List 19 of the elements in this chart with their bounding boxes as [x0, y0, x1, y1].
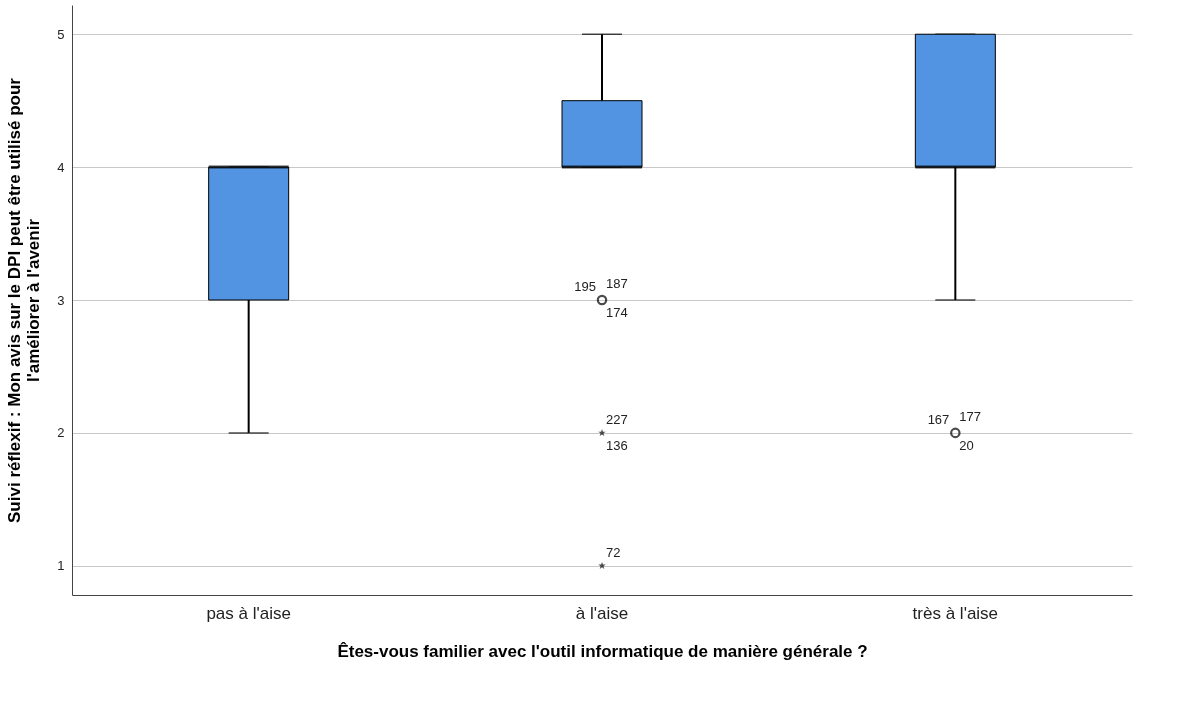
annotation: 174	[606, 305, 628, 320]
y-axis-title: Suivi réflexif : Mon avis sur le DPI peut être utilisé pour l'améliorer à l'avenir	[5, 77, 44, 523]
annotation: 177	[959, 408, 982, 424]
x-tick-label: pas à l'aise	[206, 603, 291, 623]
y-tick-label: 1	[57, 558, 65, 574]
annotation: 195	[574, 279, 596, 294]
y-tick-label: 2	[57, 425, 65, 441]
annotation: 227	[606, 411, 628, 427]
y-tick-label: 4	[57, 159, 65, 175]
x-axis-title: Êtes-vous familier avec l'outil informatique de manière générale ?	[337, 641, 868, 661]
annotation: 167	[927, 411, 950, 427]
annotation: 136	[606, 437, 628, 453]
annotation: 72	[606, 544, 621, 560]
y-tick-label: 3	[57, 292, 65, 308]
y-tick-label: 5	[57, 26, 65, 42]
x-tick-label: très à l'aise	[912, 603, 999, 623]
x-tick-label: à l'aise	[575, 603, 629, 623]
annotation: 20	[959, 437, 974, 453]
annotation: 187	[606, 276, 628, 291]
